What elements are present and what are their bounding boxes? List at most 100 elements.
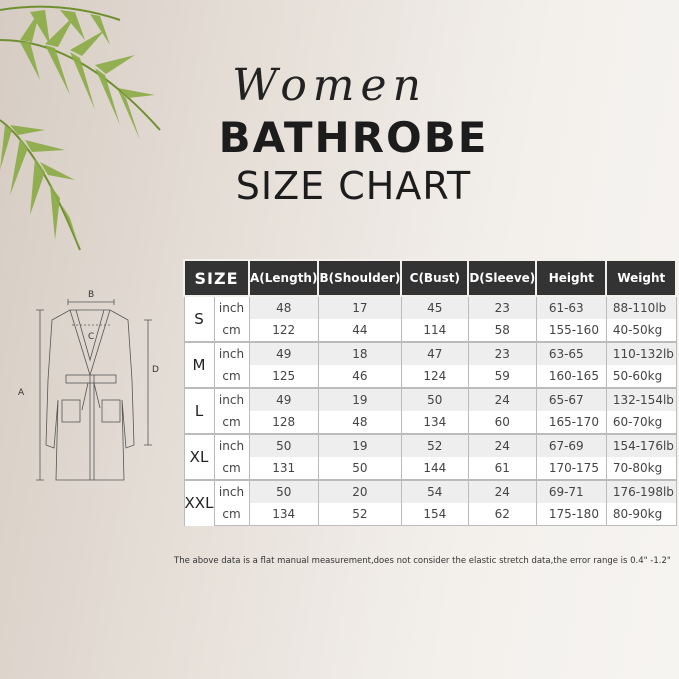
value-cell-c: 54 [400, 479, 469, 503]
value-cell-b: 19 [317, 387, 402, 411]
bathrobe-diagram: A B C D [18, 290, 159, 481]
value-cell-c: 52 [400, 433, 469, 457]
value-cell-d: 59 [467, 365, 537, 389]
weight-cell: 176-198lb [605, 479, 677, 503]
value-cell-d: 61 [467, 457, 537, 481]
unit-cell: inch [213, 341, 250, 365]
value-cell-b: 18 [317, 341, 402, 365]
value-cell-b: 48 [317, 411, 402, 435]
value-cell-c: 124 [400, 365, 469, 389]
unit-cell: inch [213, 433, 250, 457]
value-cell-d: 58 [467, 319, 537, 343]
title-script: Women [232, 60, 427, 111]
unit-cell: inch [213, 479, 250, 503]
label-c: C [88, 332, 94, 342]
unit-cell: inch [213, 387, 250, 411]
weight-cell: 60-70kg [605, 411, 677, 435]
value-cell-b: 46 [317, 365, 402, 389]
table-row-inch: XL inch 50 19 52 24 67-69 154-176lb [183, 433, 677, 480]
unit-cell: cm [213, 503, 250, 526]
value-cell-d: 23 [467, 295, 537, 319]
height-cell: 65-67 [535, 387, 607, 411]
table-row-cm: cm 122 44 114 58 155-160 40-50kg [184, 319, 677, 343]
value-cell-d: 62 [467, 503, 537, 526]
unit-cell: inch [213, 295, 250, 319]
unit-cell: cm [213, 365, 250, 389]
robe-outline [45, 309, 135, 481]
height-cell: 155-160 [535, 319, 607, 343]
value-cell-b: 19 [317, 433, 402, 457]
size-cell: S [183, 295, 215, 342]
value-cell-a: 125 [248, 365, 319, 389]
value-cell-b: 52 [317, 503, 402, 526]
height-cell: 160-165 [535, 365, 607, 389]
value-cell-a: 49 [248, 341, 319, 365]
size-cell: M [183, 341, 215, 388]
table-row-cm: cm 131 50 144 61 170-175 70-80kg [184, 457, 677, 481]
height-cell: 170-175 [535, 457, 607, 481]
value-cell-b: 50 [317, 457, 402, 481]
value-cell-a: 50 [248, 433, 319, 457]
value-cell-c: 154 [400, 503, 469, 526]
value-cell-a: 49 [248, 387, 319, 411]
unit-cell: cm [213, 411, 250, 435]
value-cell-c: 45 [400, 295, 469, 319]
value-cell-a: 134 [248, 503, 319, 526]
size-chart-table: SIZE A(Length) B(Shoulder) C(Bust) D(Sle… [183, 259, 678, 526]
height-cell: 175-180 [535, 503, 607, 526]
header-shoulder: B(Shoulder) [317, 259, 403, 297]
palm-leaf-decoration [0, 5, 161, 251]
value-cell-d: 24 [467, 387, 537, 411]
table-row-cm: cm 125 46 124 59 160-165 50-60kg [184, 365, 677, 389]
label-d: D [152, 365, 159, 375]
value-cell-c: 50 [400, 387, 469, 411]
size-cell: L [183, 387, 215, 434]
table-header-row: SIZE A(Length) B(Shoulder) C(Bust) D(Sle… [183, 259, 678, 297]
header-size: SIZE [183, 259, 250, 297]
height-cell: 165-170 [535, 411, 607, 435]
weight-cell: 80-90kg [605, 503, 677, 526]
header-bust: C(Bust) [400, 259, 470, 297]
weight-cell: 50-60kg [605, 365, 677, 389]
weight-cell: 70-80kg [605, 457, 677, 481]
header-weight: Weight [605, 259, 678, 297]
value-cell-d: 24 [467, 479, 537, 503]
value-cell-d: 24 [467, 433, 537, 457]
height-cell: 67-69 [535, 433, 607, 457]
value-cell-b: 20 [317, 479, 402, 503]
value-cell-a: 131 [248, 457, 319, 481]
value-cell-c: 114 [400, 319, 469, 343]
header-height: Height [535, 259, 608, 297]
table-row-cm: cm 128 48 134 60 165-170 60-70kg [184, 411, 677, 435]
title-bathrobe: BATHROBE [218, 113, 489, 162]
size-cell: XL [183, 433, 215, 480]
unit-cell: cm [213, 319, 250, 343]
value-cell-b: 17 [317, 295, 402, 319]
value-cell-c: 47 [400, 341, 469, 365]
value-cell-a: 128 [248, 411, 319, 435]
weight-cell: 132-154lb [605, 387, 677, 411]
title-size-chart: SIZE CHART [235, 164, 472, 208]
value-cell-a: 122 [248, 319, 319, 343]
table-row-inch: XXL inch 50 20 54 24 69-71 176-198lb [183, 479, 677, 526]
measurement-note: The above data is a flat manual measurem… [174, 556, 671, 566]
value-cell-a: 48 [248, 295, 319, 319]
weight-cell: 40-50kg [605, 319, 677, 343]
height-cell: 63-65 [535, 341, 607, 365]
header-length: A(Length) [247, 259, 320, 297]
value-cell-a: 50 [248, 479, 319, 503]
weight-cell: 154-176lb [605, 433, 677, 457]
weight-cell: 88-110lb [605, 295, 677, 319]
height-cell: 61-63 [535, 295, 607, 319]
size-cell: XXL [183, 479, 215, 526]
value-cell-b: 44 [317, 319, 402, 343]
value-cell-c: 134 [400, 411, 469, 435]
unit-cell: cm [213, 457, 250, 481]
value-cell-d: 60 [467, 411, 537, 435]
table-row-cm: cm 134 52 154 62 175-180 80-90kg [184, 503, 677, 526]
value-cell-c: 144 [400, 457, 469, 481]
value-cell-d: 23 [467, 341, 537, 365]
